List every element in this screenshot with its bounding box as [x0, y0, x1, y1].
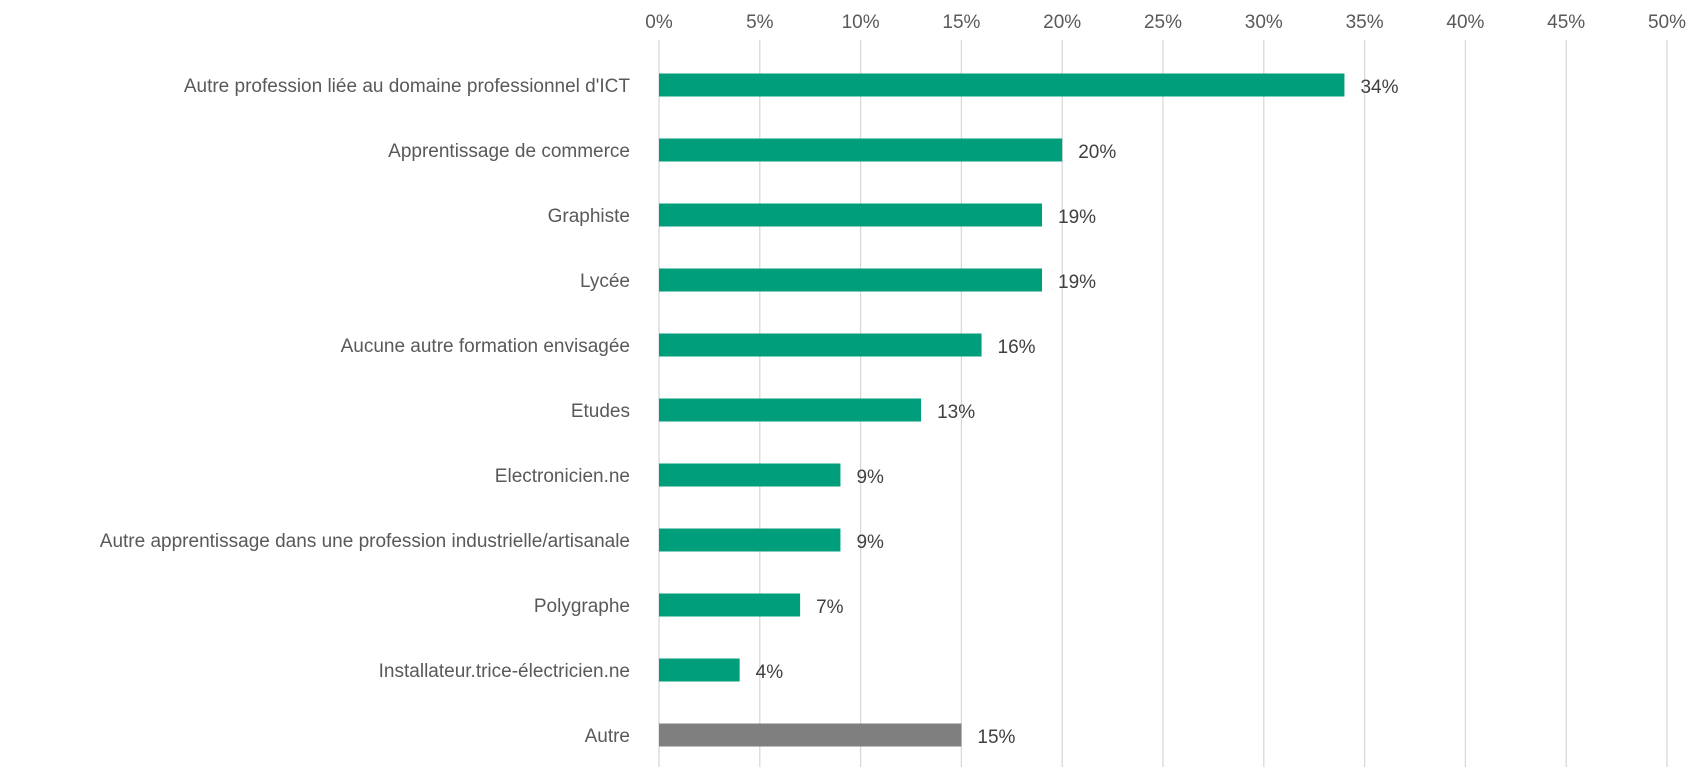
bar	[659, 528, 841, 552]
x-tick-label: 50%	[1648, 12, 1686, 33]
bar	[659, 398, 922, 422]
bars	[659, 73, 1345, 747]
category-label: Autre profession liée au domaine profess…	[184, 76, 631, 97]
x-tick-label: 20%	[1043, 12, 1081, 33]
x-tick-label: 10%	[842, 12, 880, 33]
data-label: 4%	[756, 662, 784, 683]
category-label: Autre	[585, 726, 630, 747]
bar	[659, 723, 962, 747]
bar	[659, 203, 1043, 227]
x-tick-label: 30%	[1245, 12, 1283, 33]
category-labels: Autre profession liée au domaine profess…	[100, 76, 631, 747]
category-label: Autre apprentissage dans une profession …	[100, 531, 630, 552]
category-label: Lycée	[580, 271, 630, 292]
data-label: 19%	[1058, 272, 1096, 293]
bar	[659, 73, 1345, 97]
x-tick-label: 0%	[645, 12, 673, 33]
x-tick-label: 45%	[1547, 12, 1585, 33]
data-label: 16%	[998, 337, 1036, 358]
x-tick-label: 25%	[1144, 12, 1182, 33]
data-label: 15%	[977, 727, 1015, 748]
category-label: Electronicien.ne	[495, 466, 630, 487]
bar	[659, 463, 841, 487]
data-label: 34%	[1360, 77, 1398, 98]
bar	[659, 268, 1043, 292]
category-label: Polygraphe	[534, 596, 630, 617]
data-label: 19%	[1058, 207, 1096, 228]
data-label: 9%	[856, 467, 884, 488]
x-tick-label: 35%	[1346, 12, 1384, 33]
category-label: Aucune autre formation envisagée	[341, 336, 630, 357]
x-tick-label: 15%	[942, 12, 980, 33]
x-tick-label: 40%	[1446, 12, 1484, 33]
data-label: 20%	[1078, 142, 1116, 163]
bar	[659, 593, 801, 617]
x-tick-label: 5%	[746, 12, 774, 33]
data-labels: 34% 20% 19% 19% 16% 13% 9% 9% 7% 4% 15%	[756, 77, 1399, 748]
data-label: 7%	[816, 597, 844, 618]
category-label: Graphiste	[548, 206, 630, 227]
x-axis-ticks: 0% 5% 10% 15% 20% 25% 30% 35% 40% 45% 50%	[645, 12, 1686, 33]
data-label: 9%	[856, 532, 884, 553]
category-label: Installateur.trice-électricien.ne	[379, 661, 630, 682]
category-label: Apprentissage de commerce	[388, 141, 630, 162]
data-label: 13%	[937, 402, 975, 423]
category-label: Etudes	[571, 401, 630, 422]
bar	[659, 333, 982, 357]
bar	[659, 658, 740, 682]
bar	[659, 138, 1063, 162]
